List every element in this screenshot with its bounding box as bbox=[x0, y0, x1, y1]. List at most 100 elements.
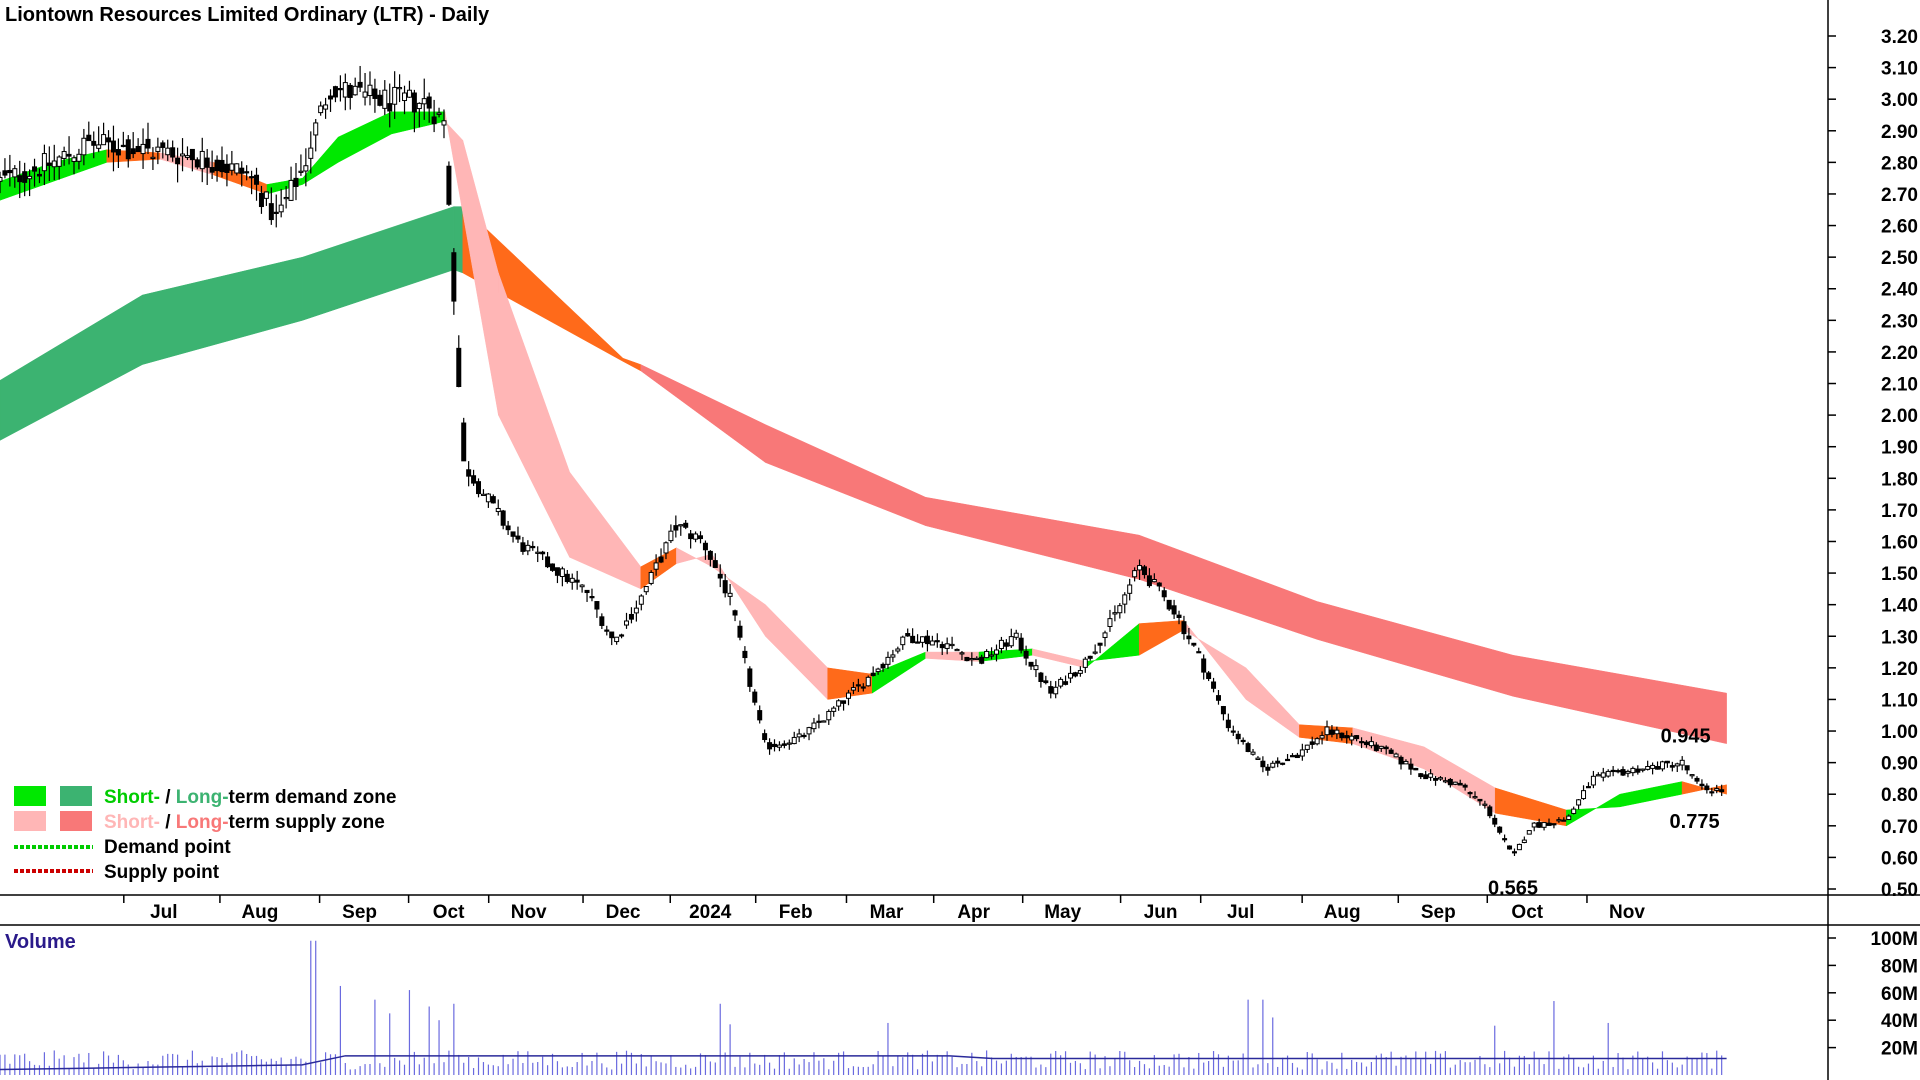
candle-body bbox=[106, 137, 112, 143]
candle-body bbox=[1013, 632, 1019, 638]
short-term-band-segment bbox=[1619, 781, 1683, 808]
short-term-band-segment bbox=[1138, 620, 1184, 656]
volume-tick-label: 100M bbox=[1870, 929, 1918, 950]
candle-body bbox=[347, 84, 353, 98]
candle-body bbox=[648, 571, 654, 584]
candle bbox=[1571, 806, 1577, 815]
candle-body bbox=[357, 81, 363, 88]
candle-body bbox=[1576, 799, 1582, 806]
candle-body bbox=[1507, 845, 1513, 850]
candle bbox=[678, 524, 684, 536]
candle bbox=[984, 649, 990, 659]
candle-body bbox=[510, 531, 516, 537]
candle-body bbox=[1334, 729, 1340, 735]
candle bbox=[1585, 782, 1591, 789]
candle-body bbox=[712, 560, 718, 568]
candle-body bbox=[170, 147, 176, 158]
candle bbox=[1112, 605, 1118, 622]
candle-body bbox=[1694, 777, 1700, 782]
candle bbox=[993, 644, 999, 662]
candle bbox=[416, 102, 422, 128]
candle bbox=[1452, 781, 1458, 786]
candle-body bbox=[831, 707, 837, 712]
candle bbox=[347, 82, 353, 110]
candle-body bbox=[1625, 770, 1631, 774]
price-tick-label: 2.40 bbox=[1881, 280, 1918, 301]
candle bbox=[244, 165, 250, 181]
short-term-band-segment bbox=[1032, 648, 1087, 669]
candle-body bbox=[1615, 770, 1621, 773]
candle-body bbox=[564, 573, 570, 583]
candle bbox=[1280, 762, 1286, 766]
candle-body bbox=[426, 96, 432, 109]
candle-body bbox=[594, 601, 600, 610]
candle bbox=[880, 662, 886, 672]
candle-body bbox=[51, 160, 57, 168]
legend-demand-separator: / bbox=[160, 787, 176, 808]
candle bbox=[949, 636, 955, 649]
candle bbox=[688, 529, 694, 549]
candle bbox=[471, 469, 477, 486]
candle bbox=[1082, 656, 1088, 673]
candle-body bbox=[135, 145, 141, 153]
candle bbox=[1679, 756, 1685, 771]
candle bbox=[1285, 754, 1291, 762]
candle-body bbox=[71, 157, 77, 162]
volume-title: Volume bbox=[5, 931, 76, 953]
candle-body bbox=[584, 589, 590, 594]
chart-title: Liontown Resources Limited Ordinary (LTR… bbox=[5, 4, 490, 26]
candle bbox=[727, 584, 733, 606]
candle-body bbox=[1132, 570, 1138, 578]
candle-body bbox=[1245, 743, 1251, 752]
candle-body bbox=[165, 147, 171, 156]
candle bbox=[1255, 756, 1261, 760]
candle-body bbox=[66, 153, 72, 157]
candle-body bbox=[505, 525, 511, 531]
candle-body bbox=[204, 157, 210, 168]
candle bbox=[421, 78, 427, 120]
long-term-band-segment bbox=[302, 206, 455, 321]
candle bbox=[1324, 720, 1330, 741]
candle-body bbox=[993, 649, 999, 655]
candle-body bbox=[1344, 735, 1350, 739]
candle-body bbox=[569, 577, 575, 583]
long-term-band-segment bbox=[0, 294, 143, 441]
candle bbox=[298, 154, 304, 176]
candle-body bbox=[698, 535, 704, 540]
candle bbox=[91, 131, 97, 159]
candle-body bbox=[1339, 732, 1345, 739]
candle-body bbox=[1354, 735, 1360, 740]
candle-body bbox=[604, 629, 610, 632]
candle-body bbox=[17, 175, 23, 183]
candle-body bbox=[323, 104, 329, 110]
price-candles bbox=[0, 65, 1725, 856]
candle-body bbox=[1368, 741, 1374, 747]
candle-body bbox=[32, 166, 38, 172]
candle-body bbox=[1225, 719, 1231, 729]
candle bbox=[1684, 765, 1690, 775]
candle bbox=[515, 526, 521, 543]
candle-body bbox=[1413, 767, 1419, 771]
candle bbox=[1077, 666, 1083, 677]
candle bbox=[1235, 730, 1241, 745]
candle bbox=[283, 186, 289, 209]
candle-body bbox=[1704, 785, 1710, 791]
candle bbox=[303, 148, 309, 187]
candle-body bbox=[1595, 774, 1601, 777]
candle-body bbox=[663, 542, 669, 554]
candle-body bbox=[110, 140, 116, 153]
candle bbox=[313, 118, 319, 152]
candle bbox=[1107, 609, 1113, 632]
candle-body bbox=[1457, 782, 1463, 786]
candle-body bbox=[836, 700, 842, 707]
candle-body bbox=[1033, 665, 1039, 671]
candle-body bbox=[1211, 681, 1217, 689]
candle-body bbox=[1082, 658, 1088, 668]
candle bbox=[51, 144, 57, 181]
candle bbox=[490, 494, 496, 504]
candle-body bbox=[199, 150, 205, 170]
legend-demand-rest: term demand zone bbox=[229, 787, 397, 808]
candle-body bbox=[1018, 637, 1024, 651]
candle bbox=[56, 155, 62, 180]
candle bbox=[910, 628, 916, 644]
